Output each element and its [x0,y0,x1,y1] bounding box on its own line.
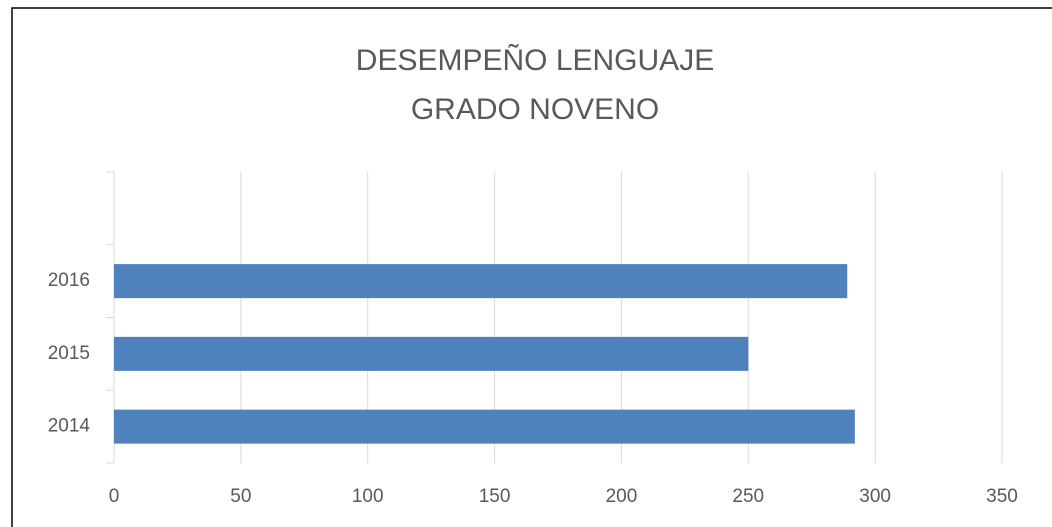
bar [114,264,848,299]
x-tick-label: 350 [986,486,1018,507]
y-tick-label: 2014 [48,416,91,437]
x-tick-label: 100 [352,486,384,507]
y-tick-label: 2015 [48,343,90,364]
x-tick-label: 50 [230,486,251,507]
x-tick-label: 0 [109,486,120,507]
x-tick-label: 150 [479,486,511,507]
chart-title: DESEMPEÑO LENGUAJE [356,43,714,77]
x-tick-label: 250 [732,486,764,507]
x-tick-label: 200 [606,486,638,507]
bar [114,336,749,371]
bar [114,409,855,444]
y-tick-label: 2016 [48,270,90,291]
chart-title: GRADO NOVENO [411,93,659,126]
x-tick-label: 300 [859,486,891,507]
